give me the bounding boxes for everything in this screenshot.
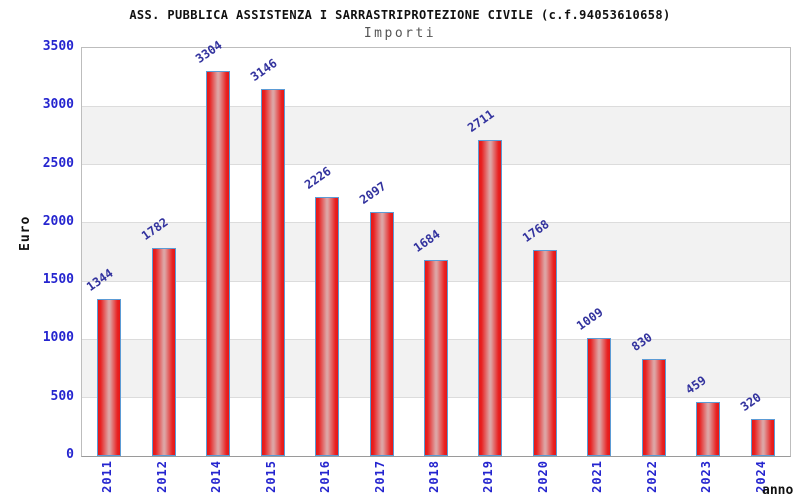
plot-area: 1344 1782 3304 3146 2226 2097 1684 2711 1768 1009… (81, 38, 791, 457)
x-axis-tick-label: 2018 (427, 460, 441, 493)
bar-2011 (97, 299, 121, 456)
bar-2016 (315, 197, 339, 456)
y-axis-tick-label: 3000 (42, 97, 74, 113)
bar-2019 (478, 140, 502, 456)
bar-value-label: 3304 (192, 37, 225, 66)
bar-2018 (424, 260, 448, 456)
y-gridline (82, 222, 790, 224)
x-axis-tick-label: 2014 (209, 460, 223, 493)
bar-2012 (152, 248, 176, 456)
y-axis-tick-label: 2000 (42, 213, 74, 229)
y-axis-title: Euro (18, 215, 33, 251)
bar-value-label: 2097 (356, 178, 389, 207)
bar-value-label: 830 (628, 330, 655, 354)
bar-2015 (261, 89, 285, 456)
x-axis-tick-label: 2017 (373, 460, 387, 493)
x-axis-tick-label: 2015 (264, 460, 278, 493)
y-axis-tick-label: 0 (66, 447, 74, 462)
x-axis-tick-label: 2020 (536, 460, 550, 493)
x-axis-tick-label: 2016 (318, 460, 332, 493)
x-axis-tick-label: 2012 (155, 460, 169, 493)
x-axis-tick-label: 2021 (590, 460, 604, 493)
bar-value-label: 459 (682, 373, 709, 397)
y-gridline (82, 105, 790, 107)
bar-value-label: 1782 (138, 214, 171, 243)
bar-value-label: 1768 (519, 216, 552, 245)
x-axis-tick-label: 2022 (645, 460, 659, 493)
y-axis-tick-label: 1500 (42, 272, 74, 288)
bar-value-label: 1344 (83, 265, 116, 294)
bar-2017 (370, 212, 394, 456)
y-axis-tick-label: 2500 (42, 155, 74, 171)
bar-value-label: 3146 (247, 55, 280, 84)
bar-2020 (533, 250, 557, 456)
bar-value-label: 320 (737, 390, 764, 414)
bar-value-label: 2711 (464, 106, 497, 135)
bar-2021 (587, 338, 611, 456)
y-axis-tick-label: 3500 (42, 39, 74, 54)
chart-title: ASS. PUBBLICA ASSISTENZA I SARRASTRIPROT… (129, 8, 671, 22)
y-axis-tick-label: 500 (50, 388, 74, 404)
y-axis-tick-label: 1000 (42, 330, 74, 346)
x-axis-tick-label: 2011 (100, 460, 114, 493)
bar-2014 (206, 71, 230, 456)
y-gridline (82, 164, 790, 166)
x-axis-tick-label: 2019 (481, 460, 495, 493)
bar-2022 (642, 359, 666, 456)
bar-value-label: 1684 (410, 226, 443, 255)
bar-value-label: 2226 (301, 163, 334, 192)
bar-2024 (751, 419, 775, 456)
x-axis-tick-label: 2023 (699, 460, 713, 493)
x-axis-title: anno (762, 483, 794, 498)
chart-subtitle: Importi (363, 26, 437, 41)
bar-2023 (696, 402, 720, 456)
bar-value-label: 1009 (573, 304, 606, 333)
